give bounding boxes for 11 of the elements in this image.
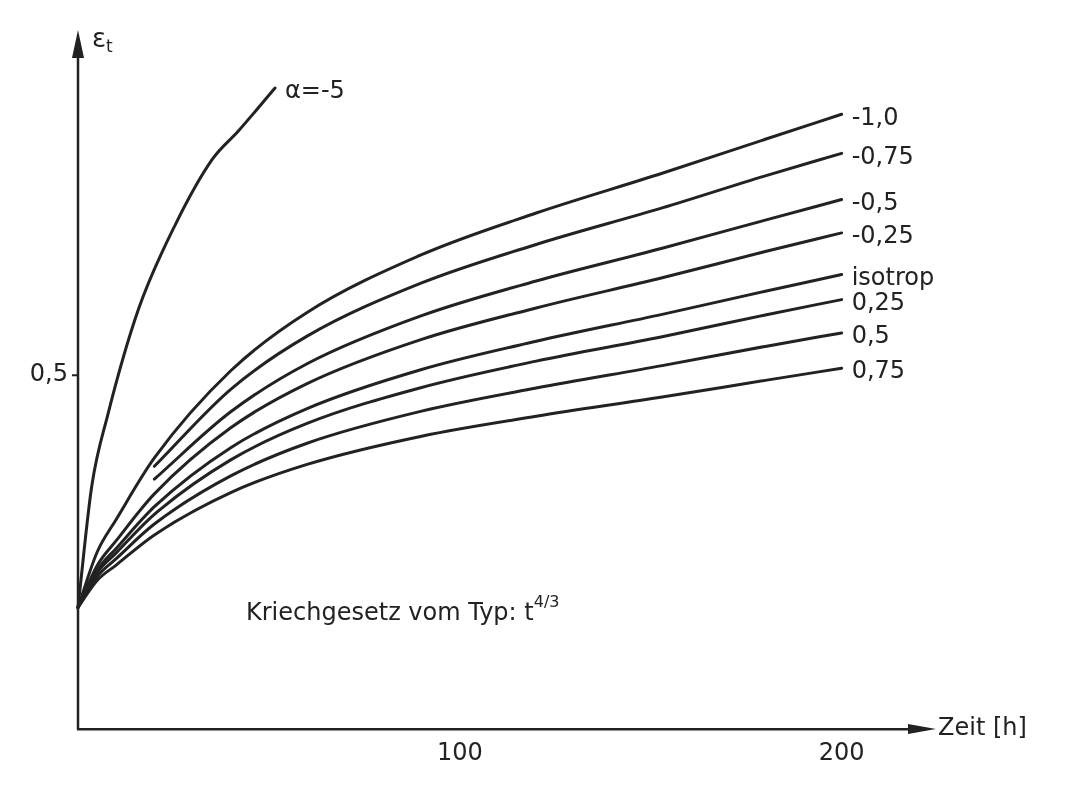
annotation: 0,5: [851, 321, 890, 350]
legend-label: 0,5: [29, 359, 68, 388]
series-label: -0,5: [851, 187, 899, 216]
series-label: 0,75: [851, 356, 906, 385]
x-tick-label: 100: [436, 737, 483, 766]
series-label: α=-5: [285, 76, 345, 105]
x-tick-label: 200: [818, 737, 865, 766]
x-axis-title: Zeit [h]: [938, 713, 1027, 742]
series-label: -0,75: [851, 141, 914, 170]
series-label: -1,0: [851, 102, 899, 131]
series-label: -0,25: [851, 221, 914, 250]
